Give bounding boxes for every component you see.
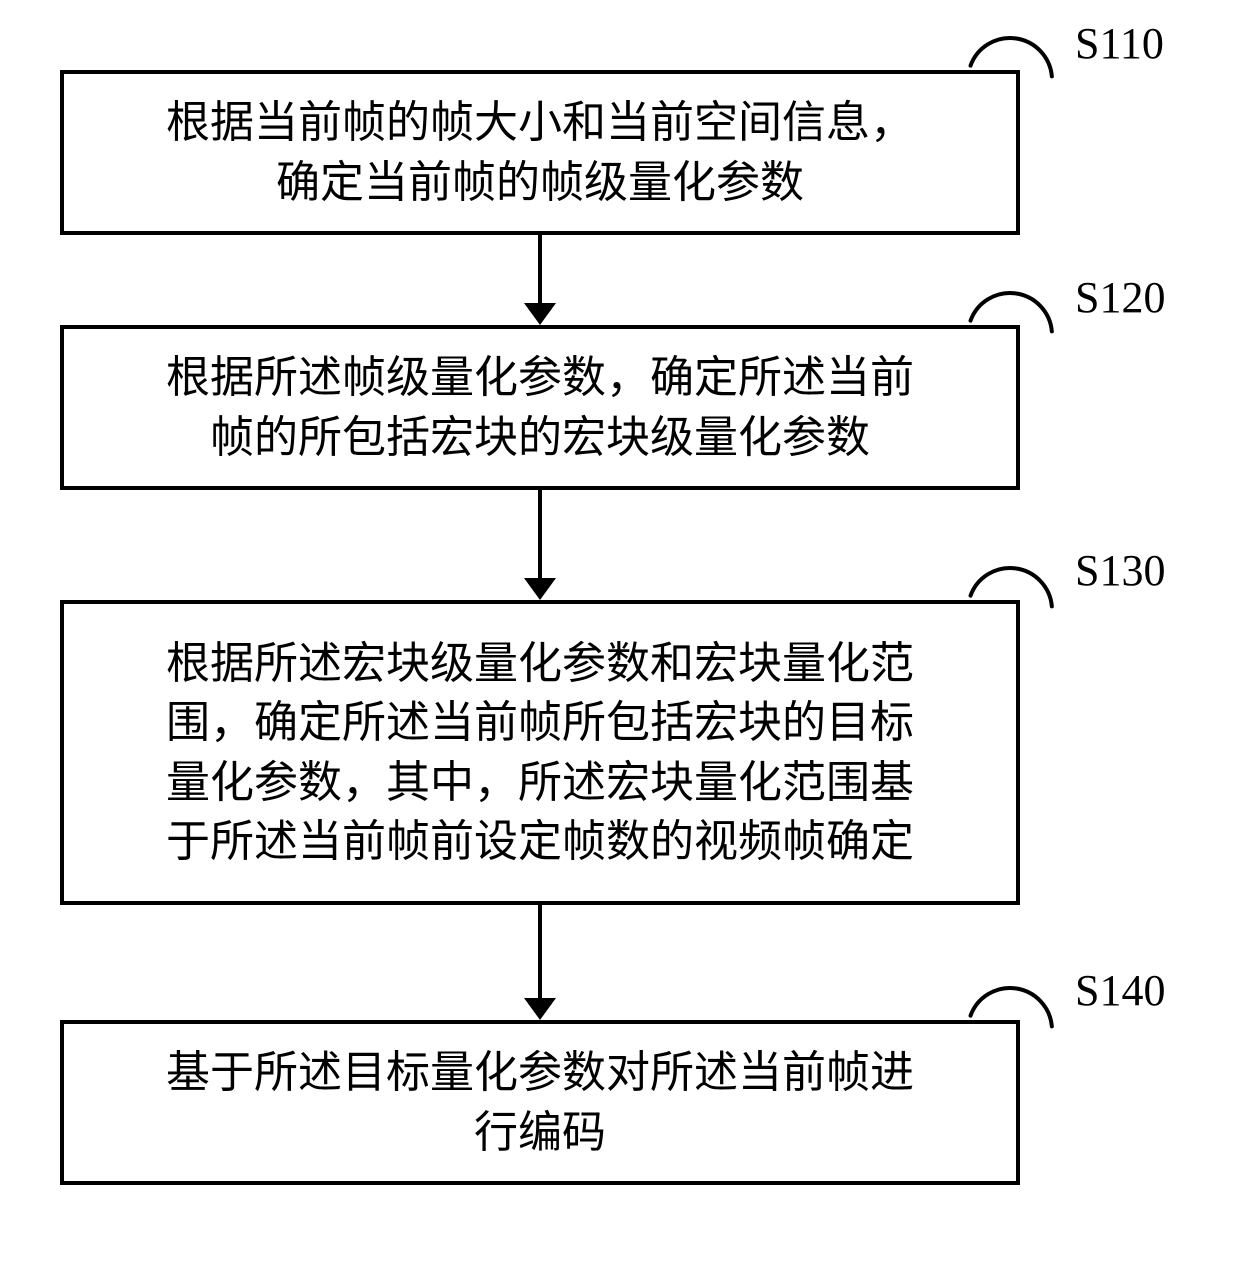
flow-node-text: 根据当前帧的帧大小和当前空间信息， 确定当前帧的帧级量化参数 bbox=[166, 93, 914, 212]
flow-node-s120: 根据所述帧级量化参数，确定所述当前 帧的所包括宏块的宏块级量化参数 bbox=[60, 325, 1020, 490]
flow-node-s110: 根据当前帧的帧大小和当前空间信息， 确定当前帧的帧级量化参数 bbox=[60, 70, 1020, 235]
step-label-s120: S120 bbox=[1075, 272, 1165, 323]
flow-node-s140: 基于所述目标量化参数对所述当前帧进 行编码 bbox=[60, 1020, 1020, 1185]
flowchart-canvas: 根据当前帧的帧大小和当前空间信息， 确定当前帧的帧级量化参数 根据所述帧级量化参… bbox=[0, 0, 1235, 1282]
step-label-text: S130 bbox=[1075, 546, 1165, 595]
step-label-s130: S130 bbox=[1075, 545, 1165, 596]
step-label-s110: S110 bbox=[1075, 18, 1164, 69]
flow-node-text: 基于所述目标量化参数对所述当前帧进 行编码 bbox=[166, 1043, 914, 1162]
step-label-s140: S140 bbox=[1075, 965, 1165, 1016]
step-label-text: S110 bbox=[1075, 19, 1164, 68]
step-label-text: S120 bbox=[1075, 273, 1165, 322]
flow-node-text: 根据所述宏块级量化参数和宏块量化范 围，确定所述当前帧所包括宏块的目标 量化参数… bbox=[166, 634, 914, 872]
step-label-text: S140 bbox=[1075, 966, 1165, 1015]
flow-node-text: 根据所述帧级量化参数，确定所述当前 帧的所包括宏块的宏块级量化参数 bbox=[166, 348, 914, 467]
flow-node-s130: 根据所述宏块级量化参数和宏块量化范 围，确定所述当前帧所包括宏块的目标 量化参数… bbox=[60, 600, 1020, 905]
